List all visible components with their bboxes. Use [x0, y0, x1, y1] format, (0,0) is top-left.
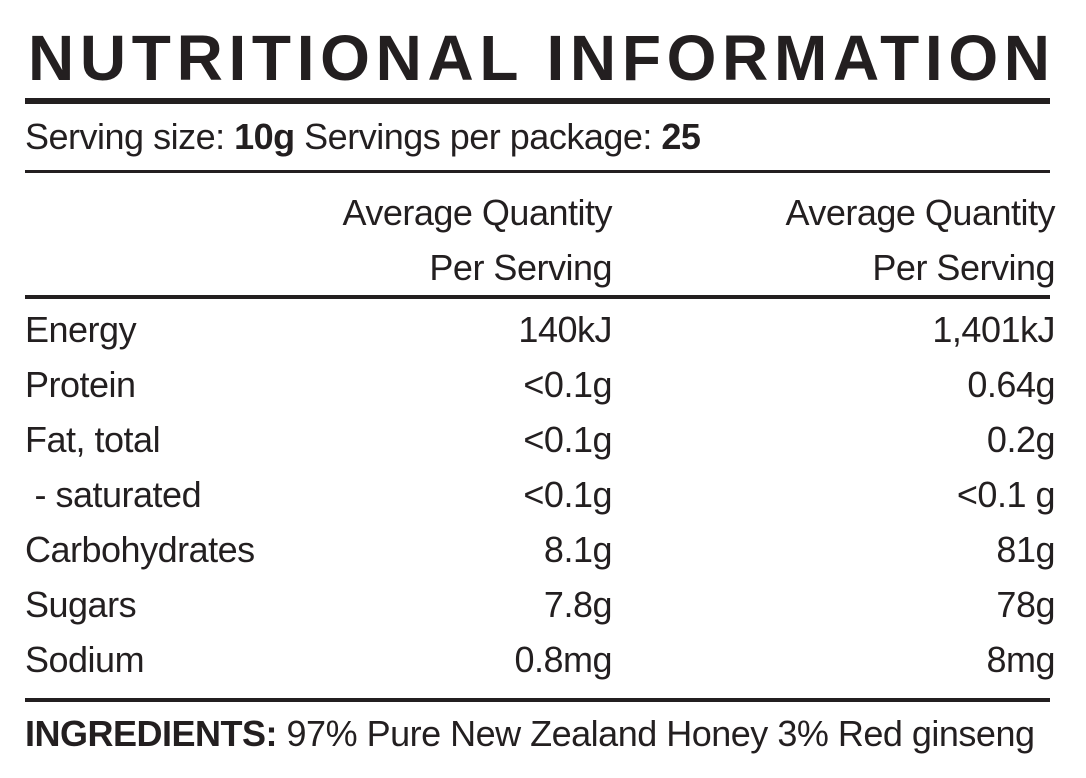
rule: [25, 295, 1050, 299]
nutrient-name: - saturated: [25, 474, 202, 515]
serving-size-label: Serving size:: [25, 116, 225, 157]
serving-line: Serving size: 10g Servings per package: …: [25, 115, 701, 159]
nutrient-value: <0.1g: [523, 364, 612, 405]
rule: [25, 170, 1050, 173]
nutrient-value: 8mg: [986, 639, 1055, 680]
ingredients: INGREDIENTS: 97% Pure New Zealand Honey …: [25, 712, 1035, 756]
title: NUTRITIONAL INFORMATION: [28, 22, 1050, 94]
nutrient-value: <0.1g: [523, 419, 612, 460]
serving-size: 10g: [234, 116, 295, 157]
nutrient-value: <0.1g: [523, 474, 612, 515]
nutrient-name: Protein: [25, 364, 136, 405]
title-box: NUTRITIONAL INFORMATION: [28, 22, 1050, 94]
servings-label: Servings per package:: [304, 116, 652, 157]
nutrient-value: 7.8g: [543, 584, 613, 625]
nutrient-name: Energy: [25, 309, 137, 350]
nutrient-value: 0.2g: [986, 419, 1056, 460]
nutrient-value: 8.1g: [543, 529, 613, 570]
nutrient-name: Carbohydrates: [25, 529, 255, 570]
column-header: Average Quantity Per Serving: [785, 192, 1055, 288]
ingredients-text: 97% Pure New Zealand Honey 3% Red ginsen…: [286, 713, 1035, 754]
nutrient-value: 0.64g: [967, 364, 1055, 405]
nutrient-value: 81g: [996, 529, 1055, 570]
rule: [25, 98, 1050, 104]
nutrient-value: 78g: [996, 584, 1055, 625]
nutrient-value: 140kJ: [518, 309, 612, 350]
nutrient-value: 0.8mg: [514, 639, 612, 680]
nutrient-value: 1,401kJ: [932, 309, 1055, 350]
rule: [25, 698, 1050, 702]
servings: 25: [661, 116, 701, 157]
nutrient-name: Sodium: [25, 639, 145, 680]
ingredients-label: INGREDIENTS:: [25, 713, 278, 754]
column-header: Average Quantity Per Serving: [342, 192, 612, 288]
nutrient-value: <0.1 g: [956, 474, 1056, 515]
nutrient-name: Fat, total: [25, 419, 161, 460]
nutrient-name: Sugars: [25, 584, 137, 625]
